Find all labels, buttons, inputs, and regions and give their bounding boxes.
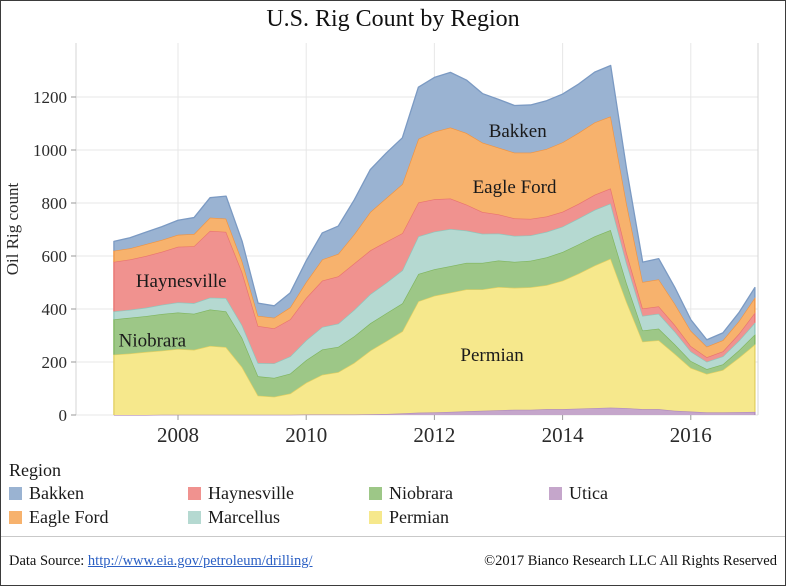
- data-source-link[interactable]: http://www.eia.gov/petroleum/drilling/: [87, 552, 313, 569]
- y-tick-label: 400: [42, 300, 68, 319]
- area-label-haynesville: Haynesville: [136, 271, 227, 292]
- area-eagle-ford: [113, 116, 755, 358]
- legend-swatch-icon: [369, 510, 382, 524]
- y-tick-label: 800: [42, 194, 68, 213]
- legend-label: Bakken: [29, 482, 84, 503]
- legend-swatch-icon: [369, 486, 382, 500]
- legend-item-bakken: Bakken: [9, 483, 188, 503]
- x-tick-label: 2008: [157, 423, 199, 447]
- legend-title: Region: [9, 460, 61, 480]
- area-label-permian: Permian: [460, 345, 524, 366]
- x-tick-label: 2010: [285, 423, 327, 447]
- legend-label: Permian: [389, 506, 449, 527]
- y-tick-label: 600: [42, 247, 68, 266]
- area-permian: [113, 258, 755, 415]
- legend-swatch-icon: [188, 486, 201, 500]
- legend-label: Eagle Ford: [29, 506, 109, 527]
- y-tick-label: 1200: [33, 88, 67, 107]
- legend-item-niobrara: Niobrara: [369, 483, 549, 503]
- x-tick-label: 2014: [542, 423, 585, 447]
- area-bakken: [113, 65, 755, 347]
- area-haynesville: [113, 188, 755, 364]
- legend-swatch-icon: [9, 486, 22, 500]
- y-tick-label: 1000: [33, 141, 67, 160]
- legend-swatch-icon: [9, 510, 22, 524]
- area-label-niobrara: Niobrara: [119, 330, 187, 351]
- legend-swatch-icon: [188, 510, 201, 524]
- legend: Region Bakken Haynesville Niobrara Utica Eag…: [9, 460, 777, 527]
- y-tick-label: 200: [42, 353, 68, 372]
- legend-label: Utica: [569, 482, 608, 503]
- data-source-label: Data Source:: [9, 552, 85, 569]
- legend-item-marcellus: Marcellus: [188, 507, 369, 527]
- legend-grid: Bakken Haynesville Niobrara Utica Eagle Ford…: [9, 483, 777, 527]
- legend-label: Niobrara: [389, 482, 453, 503]
- data-source: Data Source: http://www.eia.gov/petroleu…: [9, 553, 313, 570]
- y-axis-title: Oil Rig count: [3, 182, 22, 275]
- stacked-area-chart: 0 200 400 600 800 1000 1200 2008 2010 2012 2014 201…: [3, 43, 759, 447]
- area-utica: [113, 407, 755, 415]
- chart-title: U.S. Rig Count by Region: [266, 6, 520, 32]
- y-tick-label: 0: [59, 406, 68, 425]
- area-marcellus: [113, 203, 755, 378]
- x-tick-label: 2012: [413, 423, 455, 447]
- area-label-bakken: Bakken: [489, 121, 548, 142]
- area-label-eagle-ford: Eagle Ford: [473, 177, 557, 198]
- legend-item-eagle-ford: Eagle Ford: [9, 507, 188, 527]
- legend-item-utica: Utica: [549, 483, 777, 503]
- copyright-text: ©2017 Bianco Research LLC All Rights Res…: [484, 552, 777, 569]
- legend-item-haynesville: Haynesville: [188, 483, 369, 503]
- legend-label: Haynesville: [208, 482, 294, 503]
- area-labels: Bakken Eagle Ford Haynesville Niobrara Permi…: [119, 121, 557, 366]
- x-tick-label: 2016: [670, 423, 712, 447]
- legend-item-permian: Permian: [369, 507, 549, 527]
- axes: 0 200 400 600 800 1000 1200 2008 2010 2012 2014 201…: [3, 88, 712, 447]
- legend-label: Marcellus: [208, 506, 280, 527]
- legend-swatch-icon: [549, 486, 562, 500]
- edge-bakken: [113, 64, 756, 341]
- stacked-areas: [113, 64, 756, 416]
- footer: Data Source: http://www.eia.gov/petroleu…: [1, 536, 785, 585]
